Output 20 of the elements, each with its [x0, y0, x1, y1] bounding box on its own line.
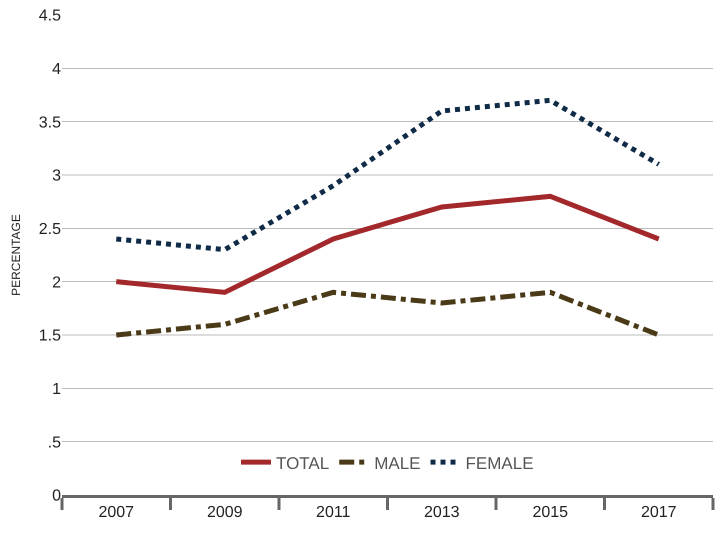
y-axis-title: PERCENTAGE [9, 214, 24, 296]
x-tick-label: 2017 [640, 504, 677, 522]
legend-label: FEMALE [466, 454, 534, 473]
y-tick-label: 1.5 [38, 328, 62, 345]
x-tick-label: 2015 [532, 504, 568, 522]
y-tick-label: 0 [52, 488, 62, 505]
y-tick-label: 3 [52, 168, 62, 185]
y-tick-label: 3.5 [38, 114, 62, 132]
y-tick-label: 2 [52, 274, 62, 292]
y-tick-label: .5 [48, 434, 62, 452]
x-tick-label: 2009 [206, 504, 243, 522]
x-tick-label: 2011 [316, 504, 351, 522]
y-tick-label: 4 [52, 60, 62, 78]
x-tick-label: 2007 [98, 504, 134, 522]
y-tick-label: 1 [52, 380, 62, 398]
legend-label: MALE [374, 454, 421, 473]
y-tick-label: 2.5 [38, 220, 62, 238]
y-tick-label: 4.5 [38, 8, 62, 25]
x-tick-label: 2013 [424, 504, 460, 522]
legend-label: TOTAL [276, 454, 330, 473]
